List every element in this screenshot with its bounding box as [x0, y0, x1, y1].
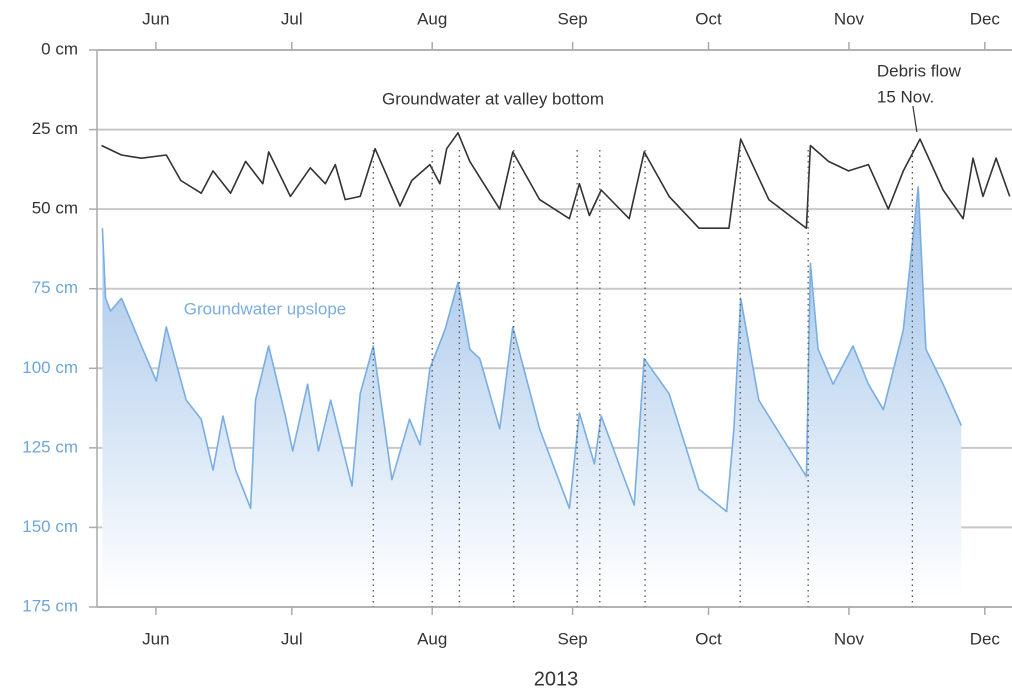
- x-tick-label: Jun: [142, 9, 169, 28]
- area: [102, 186, 962, 597]
- x-tick-label: Oct: [695, 629, 722, 648]
- annotation-leader: [912, 105, 918, 133]
- x-tick-label: Jul: [281, 629, 303, 648]
- annotation: 15 Nov.: [877, 87, 934, 106]
- x-axis-label: 2013: [534, 668, 579, 690]
- x-tick-label: Oct: [695, 9, 722, 28]
- x-tick-label: Dec: [970, 9, 1001, 28]
- line: [101, 132, 1011, 229]
- x-tick-label: Jun: [142, 629, 169, 648]
- y-tick-label: 25 cm: [32, 119, 78, 138]
- x-tick-label: Nov: [834, 629, 865, 648]
- line: [101, 186, 963, 513]
- x-tick-label: Aug: [417, 629, 447, 648]
- x-tick-label: Dec: [970, 629, 1001, 648]
- series-label: Groundwater at valley bottom: [382, 89, 604, 108]
- y-tick-label: 75 cm: [32, 278, 78, 297]
- x-tick-label: Nov: [834, 9, 865, 28]
- y-tick-label: 100 cm: [22, 358, 78, 377]
- y-tick-label: 125 cm: [22, 437, 78, 456]
- y-tick-label: 50 cm: [32, 199, 78, 218]
- y-tick-label: 0 cm: [41, 39, 78, 58]
- y-tick-label: 175 cm: [22, 596, 78, 615]
- y-tick-label: 150 cm: [22, 517, 78, 536]
- x-tick-label: Aug: [417, 9, 447, 28]
- series-label: Groundwater upslope: [184, 299, 347, 318]
- x-tick-label: Sep: [557, 9, 587, 28]
- x-tick-label: Sep: [557, 629, 587, 648]
- x-tick-label: Jul: [281, 9, 303, 28]
- annotation: Debris flow: [877, 61, 962, 80]
